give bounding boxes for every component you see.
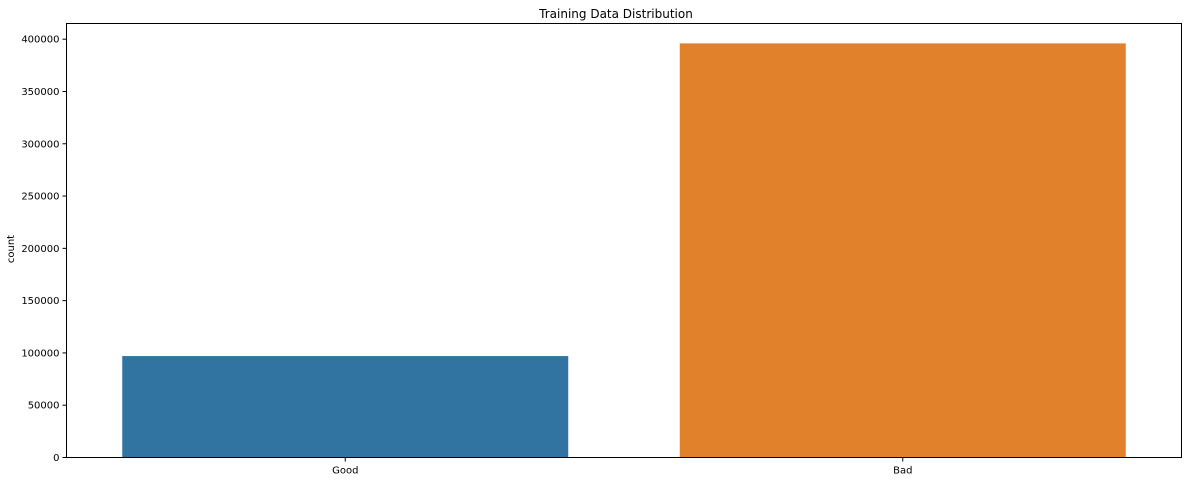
x-ticks-group: Good Bad [332, 457, 912, 477]
y-tick-label-2: 100000 [21, 348, 59, 359]
y-tick-label-7: 350000 [21, 87, 59, 98]
x-tick-label-good: Good [332, 466, 358, 477]
chart-title: Training Data Distribution [538, 7, 693, 21]
y-tick-label-6: 300000 [21, 139, 59, 150]
bars-group [122, 43, 1126, 458]
y-tick-label-1: 50000 [28, 401, 60, 412]
y-tick-label-5: 250000 [21, 192, 59, 203]
y-tick-label-4: 200000 [21, 244, 59, 255]
x-tick-label-bad: Bad [893, 466, 912, 477]
bar-good [122, 356, 569, 458]
plot-frame [66, 23, 1182, 458]
bar-bad [679, 43, 1126, 458]
y-ticks-group: 0 50000 100000 150000 200000 250000 300000 3500… [21, 35, 67, 464]
y-tick-label-0: 0 [53, 453, 59, 464]
y-tick-label-3: 150000 [21, 296, 59, 307]
y-axis-label: count [6, 235, 17, 263]
y-tick-label-8: 400000 [21, 35, 59, 46]
